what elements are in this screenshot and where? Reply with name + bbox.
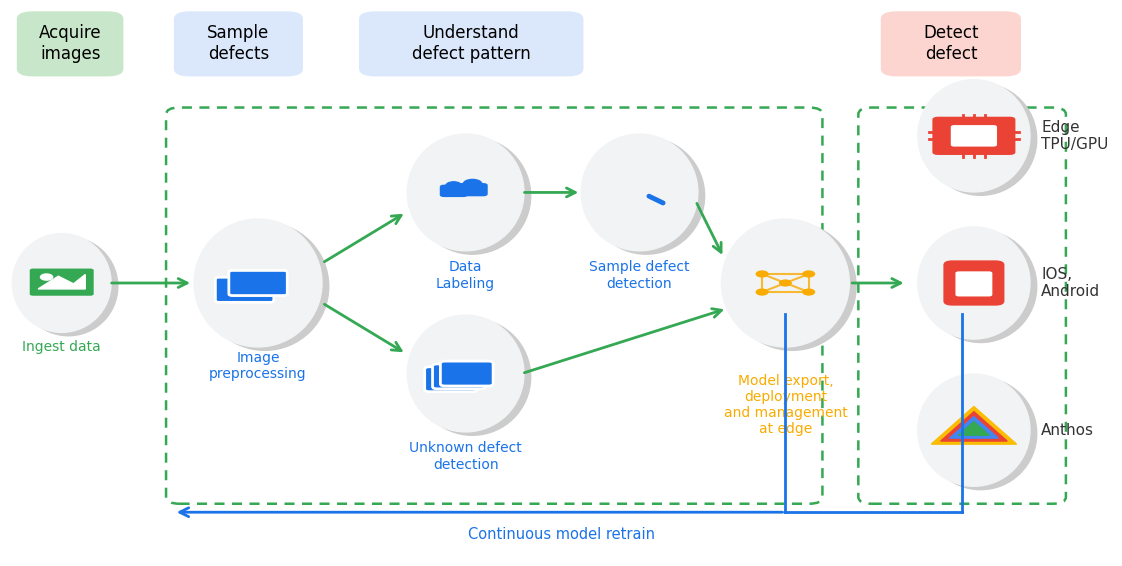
Text: Anthos: Anthos	[1041, 423, 1094, 438]
Text: Unknown defect
detection: Unknown defect detection	[410, 441, 522, 471]
FancyBboxPatch shape	[215, 277, 274, 302]
Ellipse shape	[581, 134, 698, 251]
Text: IOS,
Android: IOS, Android	[1041, 267, 1101, 299]
Polygon shape	[931, 406, 1017, 444]
Text: Data
Labeling: Data Labeling	[436, 260, 495, 290]
Text: Image
preprocessing: Image preprocessing	[209, 351, 307, 381]
Ellipse shape	[12, 234, 111, 332]
Ellipse shape	[407, 315, 524, 432]
Text: Understand
defect pattern: Understand defect pattern	[412, 24, 531, 63]
Circle shape	[40, 274, 53, 280]
Ellipse shape	[918, 80, 1030, 192]
FancyBboxPatch shape	[932, 117, 1015, 155]
Polygon shape	[38, 275, 85, 289]
Ellipse shape	[925, 230, 1037, 342]
FancyBboxPatch shape	[359, 11, 583, 76]
FancyBboxPatch shape	[944, 260, 1004, 306]
Polygon shape	[940, 411, 1008, 441]
Text: Model export,
deployment
and management
at edge: Model export, deployment and management …	[724, 374, 847, 436]
Text: Sample defect
detection: Sample defect detection	[589, 260, 690, 290]
Text: Ingest data: Ingest data	[22, 340, 101, 354]
Ellipse shape	[925, 378, 1037, 490]
FancyBboxPatch shape	[432, 364, 485, 389]
Ellipse shape	[407, 134, 524, 251]
Circle shape	[463, 179, 482, 189]
Ellipse shape	[19, 237, 118, 336]
Ellipse shape	[721, 219, 849, 347]
Ellipse shape	[918, 374, 1030, 486]
Ellipse shape	[414, 319, 531, 435]
Ellipse shape	[925, 83, 1037, 195]
Circle shape	[756, 289, 767, 295]
FancyBboxPatch shape	[956, 271, 992, 297]
Text: Detect
defect: Detect defect	[923, 24, 978, 63]
Circle shape	[445, 182, 461, 190]
FancyBboxPatch shape	[424, 367, 477, 392]
Ellipse shape	[194, 219, 322, 347]
Ellipse shape	[918, 227, 1030, 339]
Circle shape	[756, 271, 767, 277]
Ellipse shape	[201, 222, 329, 350]
FancyBboxPatch shape	[440, 185, 468, 197]
FancyBboxPatch shape	[17, 11, 123, 76]
Ellipse shape	[414, 138, 531, 254]
Circle shape	[803, 289, 815, 295]
FancyBboxPatch shape	[30, 269, 93, 295]
FancyBboxPatch shape	[950, 125, 997, 147]
FancyBboxPatch shape	[440, 361, 493, 386]
Circle shape	[780, 280, 791, 286]
Polygon shape	[949, 417, 999, 438]
Ellipse shape	[588, 138, 705, 254]
FancyBboxPatch shape	[881, 11, 1021, 76]
FancyBboxPatch shape	[458, 183, 488, 196]
FancyBboxPatch shape	[174, 11, 303, 76]
Polygon shape	[958, 422, 990, 435]
Ellipse shape	[728, 222, 856, 350]
Circle shape	[803, 271, 815, 277]
Text: Sample
defects: Sample defects	[208, 24, 269, 63]
FancyBboxPatch shape	[229, 271, 287, 295]
Text: Edge
TPU/GPU: Edge TPU/GPU	[1041, 119, 1109, 152]
Text: Continuous model retrain: Continuous model retrain	[468, 528, 654, 542]
Text: Acquire
images: Acquire images	[39, 24, 101, 63]
